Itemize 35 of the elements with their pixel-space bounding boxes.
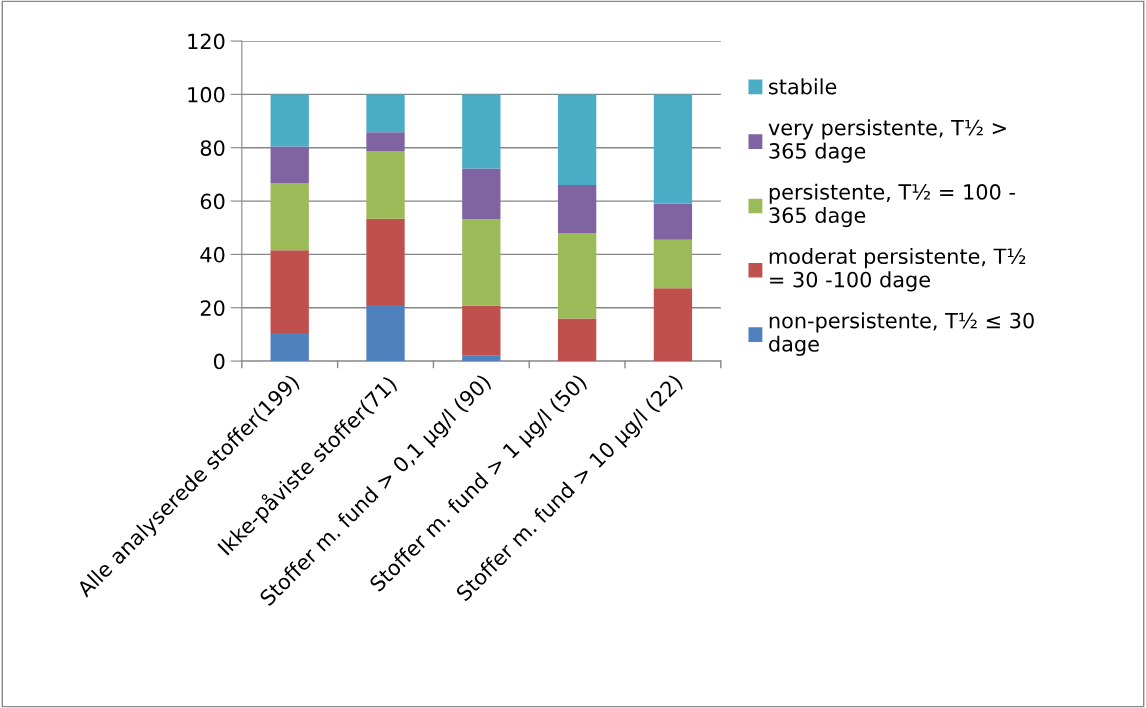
- bar: [270, 146, 309, 183]
- y-tick-label: 20: [200, 300, 225, 316]
- bar: [462, 305, 501, 356]
- bar: [366, 94, 405, 133]
- bar: [270, 94, 309, 147]
- bar: [462, 219, 501, 306]
- bar: [653, 94, 693, 204]
- bar: [270, 182, 309, 251]
- y-tick-label: 100: [188, 86, 225, 103]
- bar: [557, 185, 597, 234]
- bar: [366, 150, 405, 219]
- y-tick-label: 120: [188, 33, 225, 50]
- y-tick-label: 40: [200, 246, 225, 263]
- bar: [270, 333, 309, 362]
- legend-label: very persistente, T½ > 365 dage: [768, 119, 1006, 163]
- bar: [462, 168, 501, 220]
- bar: [366, 218, 405, 306]
- bar: [557, 94, 597, 186]
- y-tick-label: 80: [200, 140, 225, 156]
- legend-label: persistente, T½ = 100 - 365 dage: [769, 183, 1015, 228]
- bar: [557, 233, 597, 319]
- bar: [462, 355, 501, 362]
- bar: [366, 305, 405, 362]
- bar: [366, 132, 405, 151]
- bar: [462, 94, 501, 169]
- bar: [557, 318, 597, 362]
- bar: [270, 250, 309, 334]
- legend-label: non-persistente, T½ ≤ 30 dage: [769, 312, 1034, 356]
- legend-label: stabile: [769, 78, 837, 95]
- y-tick-label: 0: [213, 353, 225, 370]
- legend-label: moderat persistente, T½ = 30 -100 dage: [769, 247, 1026, 292]
- y-tick-label: 60: [200, 193, 225, 210]
- bar: [653, 288, 693, 362]
- bar: [653, 239, 693, 289]
- bar: [653, 203, 693, 240]
